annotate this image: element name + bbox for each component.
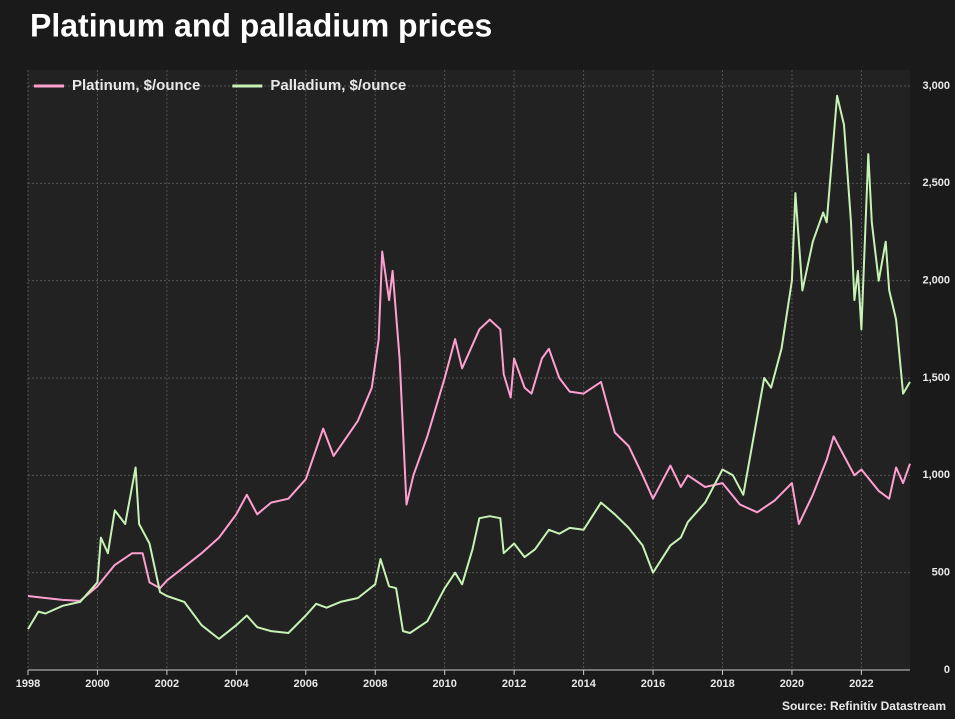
x-tick-label: 1998	[16, 678, 40, 690]
plot-area	[28, 70, 910, 670]
y-tick-label: 500	[932, 567, 950, 579]
y-tick-label: 1,500	[922, 372, 950, 384]
x-tick-label: 2010	[432, 678, 456, 690]
x-tick-label: 2018	[710, 678, 734, 690]
x-tick-label: 2014	[571, 678, 596, 690]
legend-label: Palladium, $/ounce	[270, 77, 406, 94]
x-tick-label: 2004	[224, 678, 249, 690]
line-series	[27, 250, 911, 602]
legend-label: Platinum, $/ounce	[72, 77, 200, 94]
x-tick-label: 2016	[641, 678, 665, 690]
x-tick-label: 2012	[502, 678, 526, 690]
chart-title: Platinum and palladium prices	[30, 7, 492, 43]
source: Source: Refinitiv Datastream	[782, 699, 946, 713]
y-tick-label: 2,000	[922, 275, 950, 287]
y-tick-label: 0	[944, 664, 950, 676]
x-tick-label: 2020	[780, 678, 804, 690]
y-tick-label: 1,000	[922, 469, 950, 481]
x-tick-label: 2022	[849, 678, 873, 690]
line-series	[27, 94, 911, 640]
y-tick-label: 2,500	[922, 177, 950, 189]
y-tick-label: 3,000	[922, 80, 950, 92]
x-tick-label: 2002	[155, 678, 179, 690]
x-tick-label: 2008	[363, 678, 387, 690]
x-tick-label: 2006	[294, 678, 318, 690]
x-tick-label: 2000	[85, 678, 109, 690]
